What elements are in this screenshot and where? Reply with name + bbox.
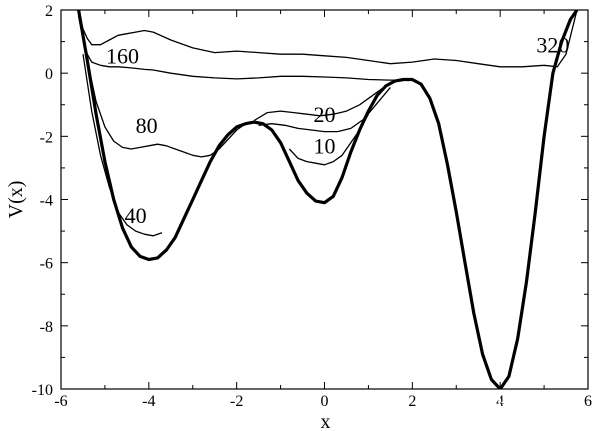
x-tick-label: -6 (54, 393, 67, 410)
curve-label-320: 320 (536, 33, 569, 58)
y-tick-label: -10 (32, 382, 53, 399)
series-line-6 (77, 13, 408, 81)
y-axis-label: V(x) (5, 181, 27, 219)
x-tick-label: -2 (230, 393, 243, 410)
x-tick-label: 4 (496, 393, 504, 410)
series-line-3 (253, 85, 387, 122)
x-tick-label: 6 (584, 393, 592, 410)
series-line-0 (77, 10, 579, 389)
y-tick-label: 0 (45, 66, 53, 83)
series-line-7 (77, 10, 578, 68)
curve-label-80: 80 (136, 113, 158, 138)
watermark: 知乎 @Gary (488, 395, 566, 411)
curve-label-10: 10 (314, 134, 336, 159)
x-axis-label: x (321, 411, 331, 431)
curve-label-40: 40 (125, 203, 147, 228)
y-tick-label: -8 (40, 319, 53, 336)
y-tick-label: -6 (40, 256, 53, 273)
y-tick-label: 2 (45, 3, 53, 20)
series-line-4 (82, 54, 163, 237)
series-line-5 (77, 16, 255, 158)
series-line-1 (288, 113, 369, 166)
y-tick-label: -2 (40, 129, 53, 146)
curve-label-20: 20 (314, 102, 336, 127)
x-tick-label: -4 (142, 393, 155, 410)
series-line-2 (258, 86, 391, 133)
curve-label-160: 160 (106, 44, 139, 69)
y-tick-label: -4 (40, 193, 53, 210)
x-tick-label: 0 (321, 393, 329, 410)
x-tick-label: 2 (408, 393, 416, 410)
